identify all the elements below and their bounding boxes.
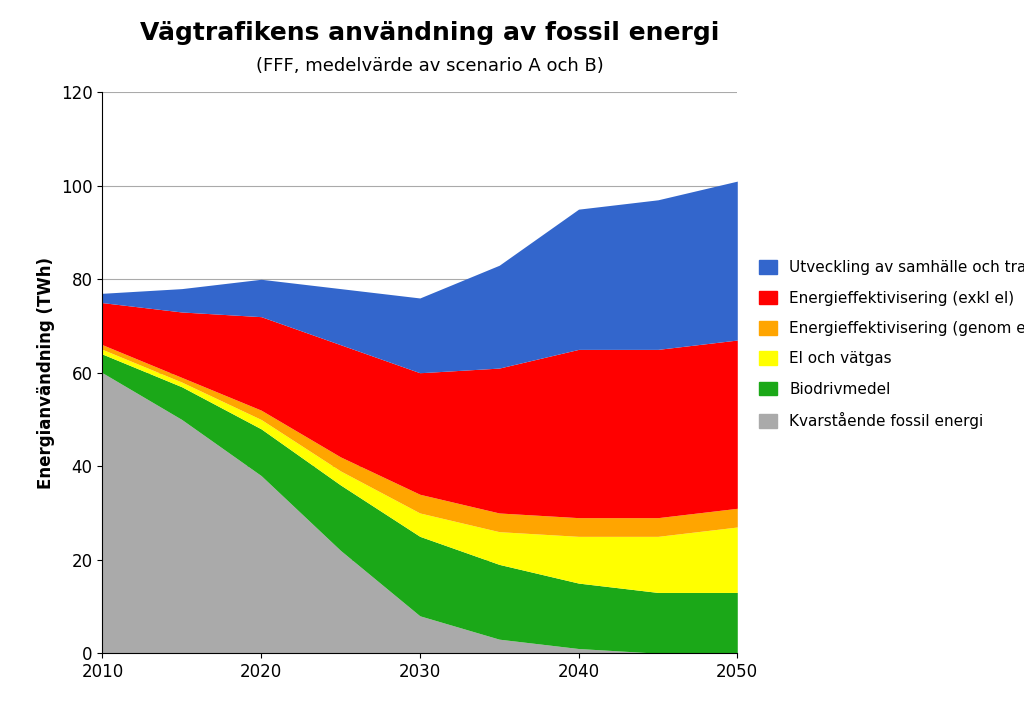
Text: Vägtrafikens användning av fossil energi: Vägtrafikens användning av fossil energi bbox=[140, 21, 720, 45]
Legend: Utveckling av samhälle och transportsystem, Energieffektivisering (exkl el), Ene: Utveckling av samhälle och transportsyst… bbox=[752, 253, 1024, 437]
Y-axis label: Energianvändning (TWh): Energianvändning (TWh) bbox=[37, 257, 55, 488]
Text: (FFF, medelvärde av scenario A och B): (FFF, medelvärde av scenario A och B) bbox=[256, 57, 604, 75]
